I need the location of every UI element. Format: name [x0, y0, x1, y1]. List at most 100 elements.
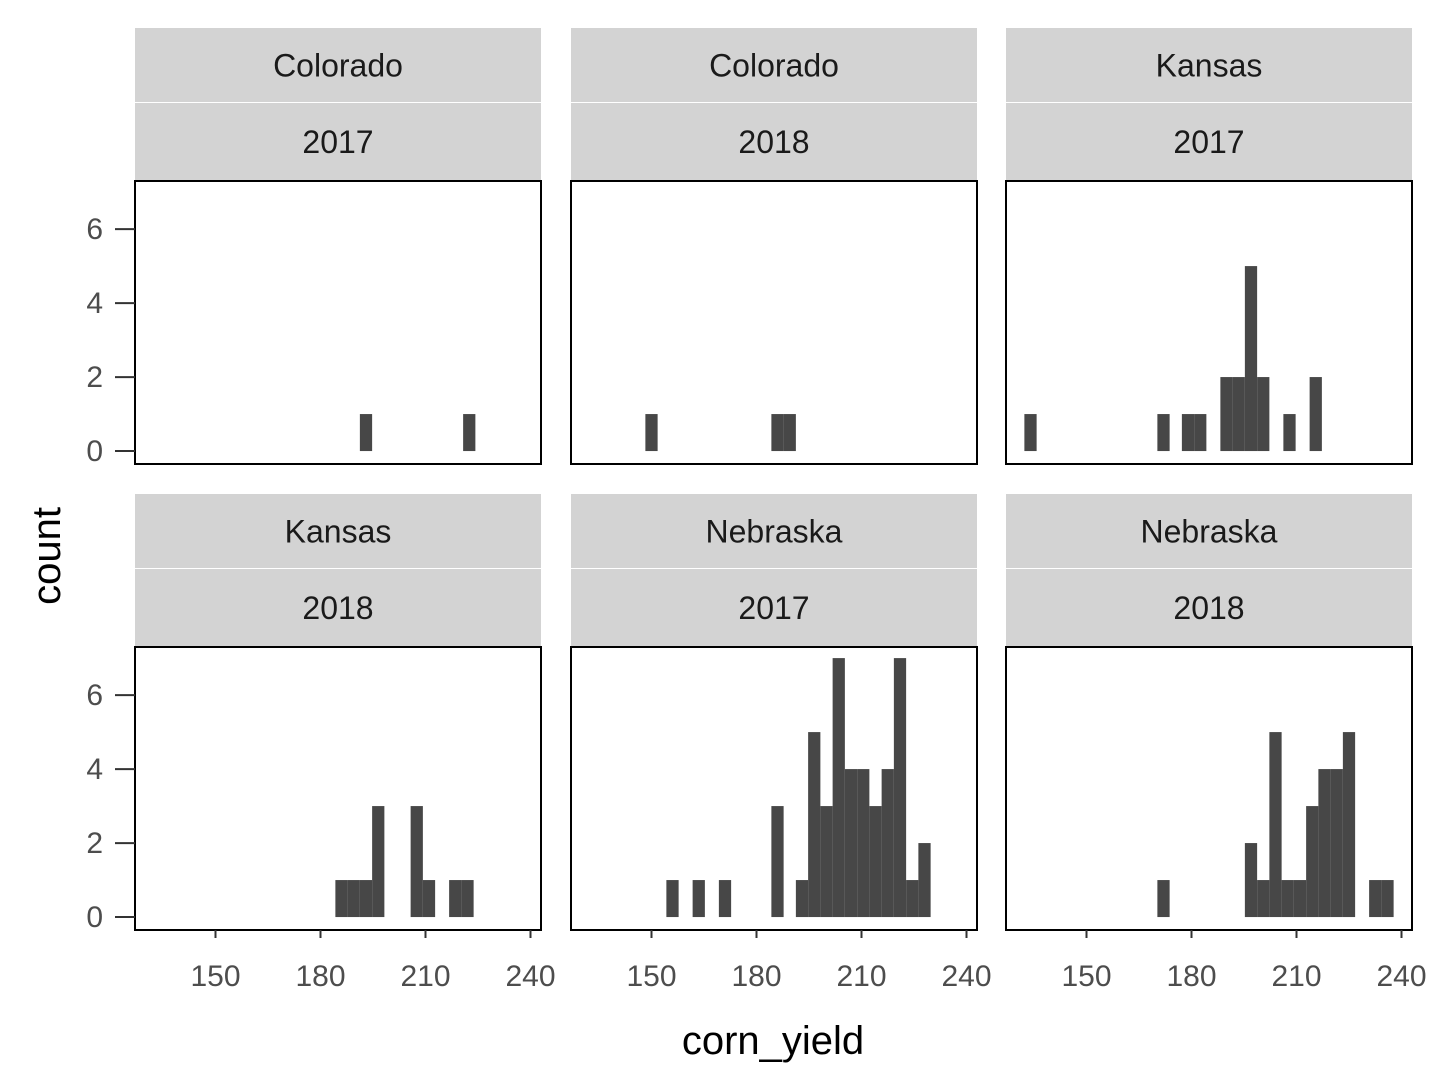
facet-year-label: 2017 [738, 590, 809, 626]
histogram-bar [461, 880, 474, 918]
histogram-bar [359, 880, 373, 918]
histogram-bar [1281, 880, 1294, 918]
histogram-bar [410, 806, 423, 918]
facet-strip-state [135, 28, 541, 102]
histogram-bar [893, 658, 907, 918]
x-tick-label: 210 [1271, 960, 1321, 993]
y-tick-label: 6 [86, 679, 103, 712]
histogram-bar [844, 769, 858, 918]
histogram-bar [449, 880, 462, 918]
y-tick-label: 0 [86, 901, 103, 934]
facet-panel: Kansas 2017 [1005, 28, 1413, 465]
histogram-bar [335, 880, 348, 918]
histogram-bar [795, 880, 809, 918]
facet-panels: Colorado20170246Colorado2018Kansas2017Ka… [86, 28, 1427, 993]
y-tick-label: 2 [86, 361, 103, 394]
histogram-bar [1232, 377, 1245, 452]
histogram-bar [906, 880, 919, 918]
panel-border [570, 646, 978, 931]
panel-border [134, 646, 542, 931]
histogram-bar [463, 414, 476, 452]
x-axis-title: corn_yield [682, 1019, 864, 1063]
x-tick-label: 180 [731, 960, 781, 993]
panel-border [134, 180, 542, 465]
histogram-bar [666, 880, 679, 918]
histogram-bar [692, 880, 705, 918]
histogram-bar [1244, 843, 1258, 918]
facet-strip-state [1006, 494, 1412, 568]
histogram-bar [1181, 414, 1195, 452]
facet-year-label: 2018 [302, 590, 373, 626]
facet-strip-year [1006, 103, 1412, 181]
histogram-bar [645, 414, 658, 452]
facet-strip-year [571, 569, 977, 647]
histogram-bar [718, 880, 732, 918]
facet-year-label: 2018 [738, 124, 809, 160]
histogram-bar [881, 769, 894, 918]
y-tick-label: 0 [86, 435, 103, 468]
facet-strip-year [1006, 569, 1412, 647]
x-tick-label: 240 [1376, 960, 1426, 993]
x-tick-label: 150 [190, 960, 240, 993]
histogram-bar [1220, 377, 1233, 452]
x-tick-label: 210 [400, 960, 450, 993]
y-tick-label: 2 [86, 827, 103, 860]
histogram-bar [1309, 377, 1322, 452]
facet-state-label: Kansas [1156, 48, 1263, 84]
histogram-bar [1381, 880, 1394, 918]
x-tick-label: 210 [836, 960, 886, 993]
y-axis-title: count [25, 507, 69, 605]
histogram-bar [820, 806, 833, 918]
y-tick-label: 6 [86, 213, 103, 246]
x-tick-label: 240 [941, 960, 991, 993]
histogram-bar [1330, 769, 1343, 918]
y-tick-label: 4 [86, 287, 103, 320]
facet-state-label: Nebraska [1141, 514, 1278, 550]
facet-strip-state [571, 28, 977, 102]
histogram-bar [1342, 732, 1356, 918]
histogram-bar [783, 414, 796, 452]
facet-state-label: Kansas [285, 514, 392, 550]
histogram-bar [918, 843, 931, 918]
histogram-bar [1306, 806, 1319, 918]
panel-border [1005, 180, 1413, 465]
x-tick-label: 240 [505, 960, 555, 993]
histogram-bar [372, 806, 385, 918]
facet-strip-year [135, 569, 541, 647]
facet-year-label: 2018 [1173, 590, 1244, 626]
histogram-bar [1283, 414, 1296, 452]
histogram-bar [1293, 880, 1307, 918]
histogram-bar [808, 732, 821, 918]
facet-state-label: Colorado [709, 48, 839, 84]
facet-year-label: 2017 [302, 124, 373, 160]
histogram-bar [1244, 266, 1258, 452]
histogram-bar [857, 769, 870, 918]
x-tick-label: 150 [1061, 960, 1111, 993]
histogram-bar [1257, 377, 1270, 452]
histogram-bar [1157, 880, 1170, 918]
histogram-bar [771, 414, 784, 452]
histogram-bar [771, 806, 784, 918]
facet-strip-year [571, 103, 977, 181]
histogram-bar [1318, 769, 1331, 918]
facet-strip-state [1006, 28, 1412, 102]
facet-panel: Colorado 2018 [570, 28, 978, 465]
histogram-bar [832, 658, 845, 918]
histogram-bar [869, 806, 882, 918]
facet-strip-state [135, 494, 541, 568]
panel-border [570, 180, 978, 465]
facet-panel: Nebraska 2017 150 180 210 240 [570, 494, 992, 993]
facet-year-label: 2017 [1173, 124, 1244, 160]
histogram-bar [359, 414, 373, 452]
facet-state-label: Nebraska [706, 514, 843, 550]
x-tick-label: 150 [626, 960, 676, 993]
x-tick-label: 180 [295, 960, 345, 993]
x-tick-label: 180 [1166, 960, 1216, 993]
histogram-bar [422, 880, 436, 918]
histogram-bar [1024, 414, 1037, 452]
facet-state-label: Colorado [273, 48, 403, 84]
facet-panel: Colorado 2017 0 2 4 6 [86, 28, 542, 468]
histogram-bar [1194, 414, 1207, 452]
facet-strip-state [571, 494, 977, 568]
